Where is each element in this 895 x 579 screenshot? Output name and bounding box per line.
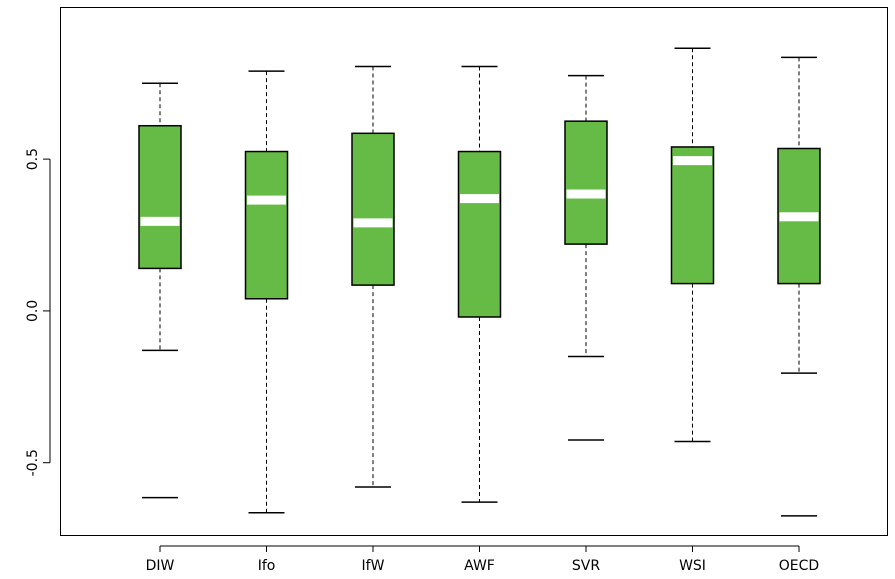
box-awf: [457, 65, 502, 503]
median-bar: [140, 216, 180, 226]
y-tick-label: 0.5: [25, 148, 41, 170]
y-tick-label: 0.0: [25, 300, 41, 322]
plot-frame: [60, 7, 888, 536]
box-oecd: [777, 56, 821, 517]
iqr-box: [351, 132, 395, 286]
iqr-box: [564, 120, 608, 245]
x-tick-label: SVR: [572, 558, 600, 574]
x-tick-label: WSI: [679, 558, 706, 574]
x-tick-label: OECD: [779, 558, 819, 574]
box-ifw: [351, 65, 395, 488]
median-bar: [460, 194, 499, 204]
iqr-box: [670, 146, 715, 285]
box-ifo: [244, 70, 289, 514]
median-bar: [247, 195, 286, 205]
median-bar: [353, 218, 393, 228]
box-wsi: [670, 47, 715, 443]
x-tick-label: DIW: [146, 558, 175, 574]
iqr-box: [457, 150, 502, 318]
box-svr: [564, 74, 608, 441]
y-tick-label: -0.5: [25, 449, 41, 476]
box-diw: [138, 82, 182, 499]
median-bar: [779, 212, 819, 222]
x-axis: DIW Ifo IfW AWF SVR WSI OECD: [146, 545, 819, 574]
x-tick-label: Ifo: [258, 558, 276, 574]
x-tick-label: IfW: [362, 558, 385, 574]
x-tick-label: AWF: [464, 558, 495, 574]
y-axis: -0.5 0.0 0.5: [25, 148, 51, 476]
median-bar: [566, 189, 606, 199]
iqr-box: [244, 150, 289, 300]
box-series: [138, 47, 821, 517]
median-bar: [673, 156, 712, 166]
iqr-box: [138, 124, 182, 270]
